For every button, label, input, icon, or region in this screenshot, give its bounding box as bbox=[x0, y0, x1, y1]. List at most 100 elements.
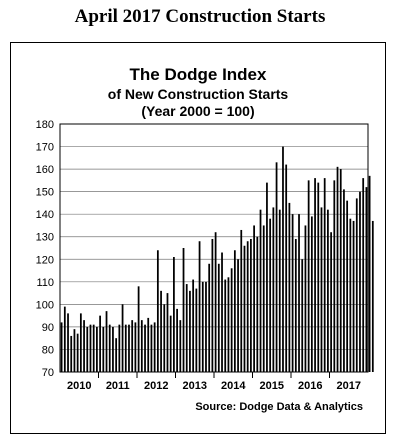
bar bbox=[368, 175, 371, 372]
bar bbox=[144, 324, 146, 372]
bar bbox=[320, 207, 323, 372]
bar bbox=[195, 288, 198, 372]
bar bbox=[124, 324, 127, 372]
bar bbox=[314, 178, 316, 372]
bar bbox=[160, 290, 162, 372]
bar bbox=[359, 191, 361, 372]
bar bbox=[214, 232, 217, 372]
bar bbox=[211, 238, 214, 372]
bar bbox=[179, 320, 182, 372]
bar bbox=[173, 257, 175, 372]
bar bbox=[269, 218, 272, 372]
bar bbox=[99, 315, 101, 372]
bar bbox=[310, 216, 313, 372]
y-tick-label: 180 bbox=[36, 119, 54, 131]
bar bbox=[201, 281, 204, 372]
bar bbox=[176, 308, 178, 372]
chart-title: The Dodge Index bbox=[129, 65, 267, 84]
bar bbox=[76, 333, 79, 372]
bar bbox=[108, 324, 111, 372]
bar bbox=[237, 259, 239, 372]
bar bbox=[352, 220, 355, 372]
chart-frame: The Dodge Index of New Construction Star… bbox=[10, 42, 386, 434]
bar bbox=[224, 279, 227, 372]
bar bbox=[227, 277, 230, 372]
bar bbox=[89, 324, 92, 372]
y-tick-label: 70 bbox=[42, 367, 54, 379]
x-year-label: 2015 bbox=[260, 380, 284, 392]
bar bbox=[301, 259, 304, 372]
bar bbox=[192, 279, 195, 372]
y-tick-label: 150 bbox=[36, 187, 54, 199]
bar bbox=[246, 241, 249, 372]
bar bbox=[169, 315, 172, 372]
page-title: April 2017 Construction Starts bbox=[74, 6, 326, 27]
bar bbox=[294, 238, 297, 372]
bar bbox=[336, 166, 339, 372]
bar bbox=[233, 250, 236, 372]
bar bbox=[365, 187, 368, 372]
bar bbox=[266, 182, 268, 372]
bar bbox=[70, 335, 73, 372]
x-year-label: 2016 bbox=[298, 380, 322, 392]
x-year-label: 2011 bbox=[106, 380, 130, 392]
chart-subtitle-line-1: of New Construction Starts bbox=[107, 86, 289, 102]
x-year-label: 2010 bbox=[67, 380, 91, 392]
bar bbox=[189, 290, 191, 372]
bar bbox=[102, 326, 105, 372]
y-tick-label: 130 bbox=[36, 232, 54, 244]
bar bbox=[256, 236, 259, 372]
bar bbox=[73, 329, 76, 372]
bar bbox=[137, 286, 140, 372]
y-tick-label: 120 bbox=[36, 254, 54, 266]
bar bbox=[112, 326, 114, 372]
bar bbox=[118, 324, 121, 372]
bar bbox=[115, 338, 118, 372]
y-tick-label: 140 bbox=[36, 209, 54, 221]
bar bbox=[166, 293, 169, 372]
bar bbox=[323, 178, 326, 372]
bar bbox=[86, 326, 89, 372]
bar bbox=[343, 189, 345, 372]
y-tick-label: 170 bbox=[36, 142, 54, 154]
bar bbox=[250, 238, 252, 372]
bar bbox=[79, 313, 82, 372]
bar bbox=[205, 281, 207, 372]
bar bbox=[317, 182, 320, 372]
bar bbox=[349, 218, 352, 372]
y-tick-label: 160 bbox=[36, 164, 54, 176]
x-year-label: 2013 bbox=[183, 380, 207, 392]
bar bbox=[63, 306, 66, 372]
bar bbox=[163, 304, 166, 372]
bar bbox=[291, 214, 294, 372]
bar bbox=[285, 164, 288, 372]
bar bbox=[272, 207, 275, 372]
bar bbox=[153, 322, 156, 372]
x-year-label: 2014 bbox=[221, 380, 246, 392]
bar bbox=[230, 268, 233, 372]
bar bbox=[327, 209, 329, 372]
bar bbox=[185, 284, 188, 372]
bar bbox=[221, 252, 223, 372]
bar bbox=[208, 263, 211, 372]
bar bbox=[346, 200, 349, 372]
bar bbox=[298, 214, 300, 372]
dodge-index-chart: 70 80 90 100 110 120 130 140 150 160 170 180 2010 201… bbox=[36, 119, 374, 392]
bar bbox=[217, 263, 220, 372]
bar bbox=[156, 250, 159, 372]
bar bbox=[253, 225, 255, 372]
chart-source: Source: Dodge Data & Analytics bbox=[195, 401, 363, 413]
bar bbox=[282, 146, 284, 372]
bar bbox=[275, 162, 278, 372]
bar bbox=[131, 320, 134, 372]
bar bbox=[96, 326, 98, 372]
bar bbox=[262, 225, 265, 372]
bar bbox=[121, 304, 124, 372]
bar bbox=[304, 225, 307, 372]
bar bbox=[92, 324, 95, 372]
bar bbox=[83, 320, 85, 372]
bar bbox=[147, 317, 150, 372]
bar bbox=[240, 229, 243, 372]
x-year-label: 2017 bbox=[337, 380, 361, 392]
y-tick-label: 110 bbox=[36, 277, 54, 289]
